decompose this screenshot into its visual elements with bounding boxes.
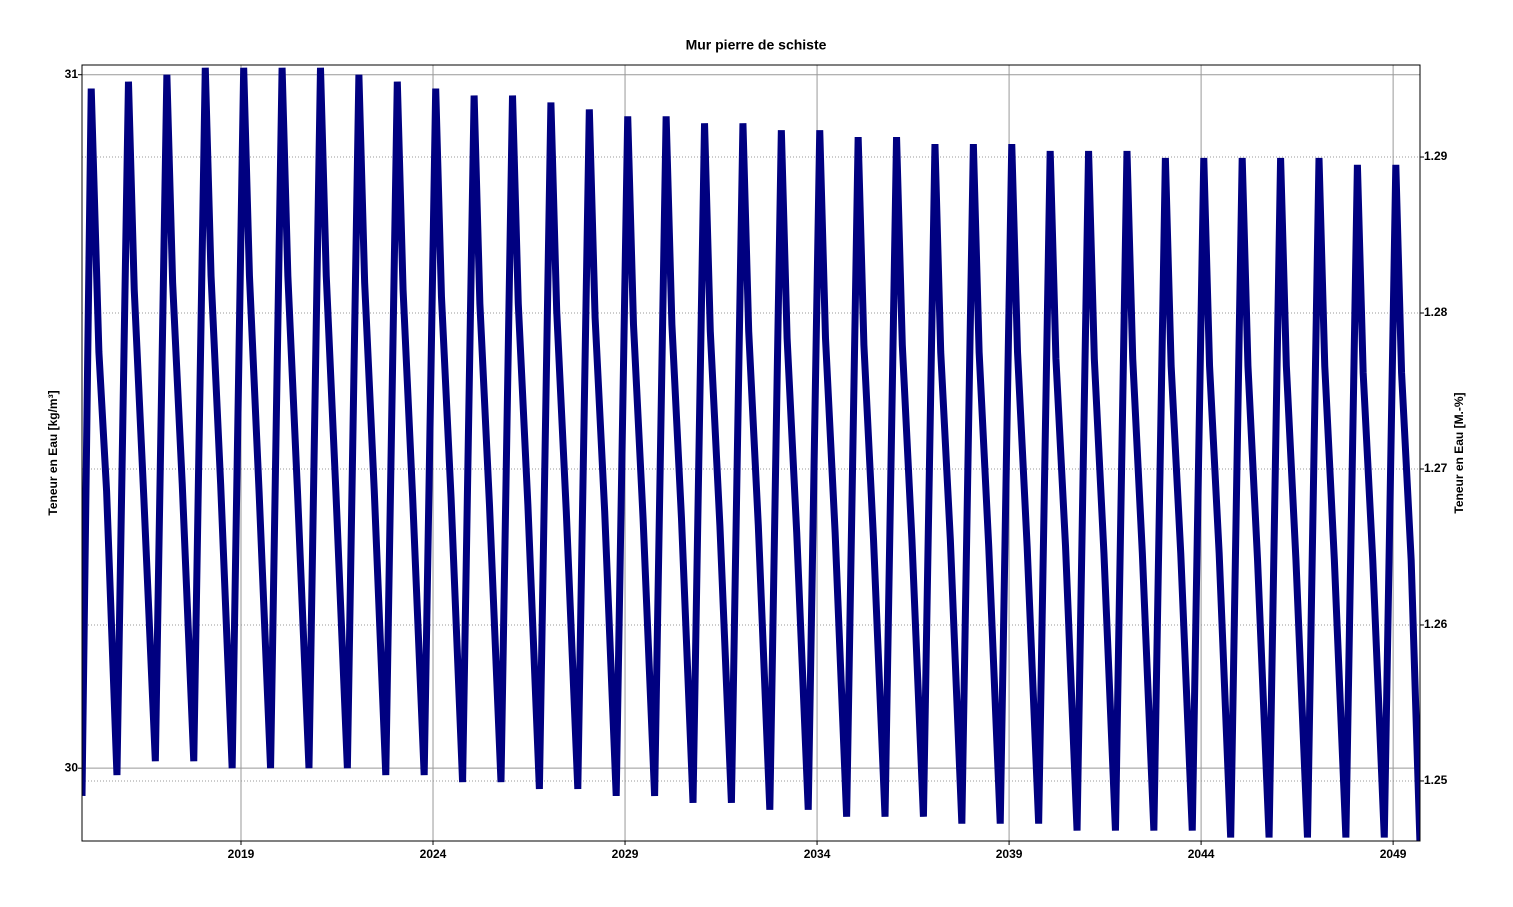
y-tick-label: 30 (65, 760, 79, 774)
y2-tick-label: 1.26 (1424, 617, 1448, 631)
y2-tick-label: 1.25 (1424, 773, 1448, 787)
y-axis-label: Teneur en Eau [kg/m³] (46, 390, 60, 515)
x-tick-label: 2029 (612, 847, 639, 861)
x-tick-label: 2039 (996, 847, 1023, 861)
x-tick-label: 2019 (228, 847, 255, 861)
x-tick-label: 2049 (1380, 847, 1407, 861)
plot-frame (81, 64, 1421, 842)
x-tick-label: 2044 (1188, 847, 1215, 861)
y2-tick-label: 1.28 (1424, 305, 1448, 319)
chart-title: Mur pierre de schiste (686, 37, 827, 53)
y2-tick-label: 1.29 (1424, 149, 1448, 163)
data-line (82, 67, 1420, 841)
y2-axis-label: Teneur en Eau [M.-%] (1452, 392, 1466, 513)
y-tick-label: 31 (65, 67, 79, 81)
x-tick-label: 2024 (420, 847, 447, 861)
y2-tick-label: 1.27 (1424, 461, 1448, 475)
x-tick-label: 2034 (804, 847, 831, 861)
